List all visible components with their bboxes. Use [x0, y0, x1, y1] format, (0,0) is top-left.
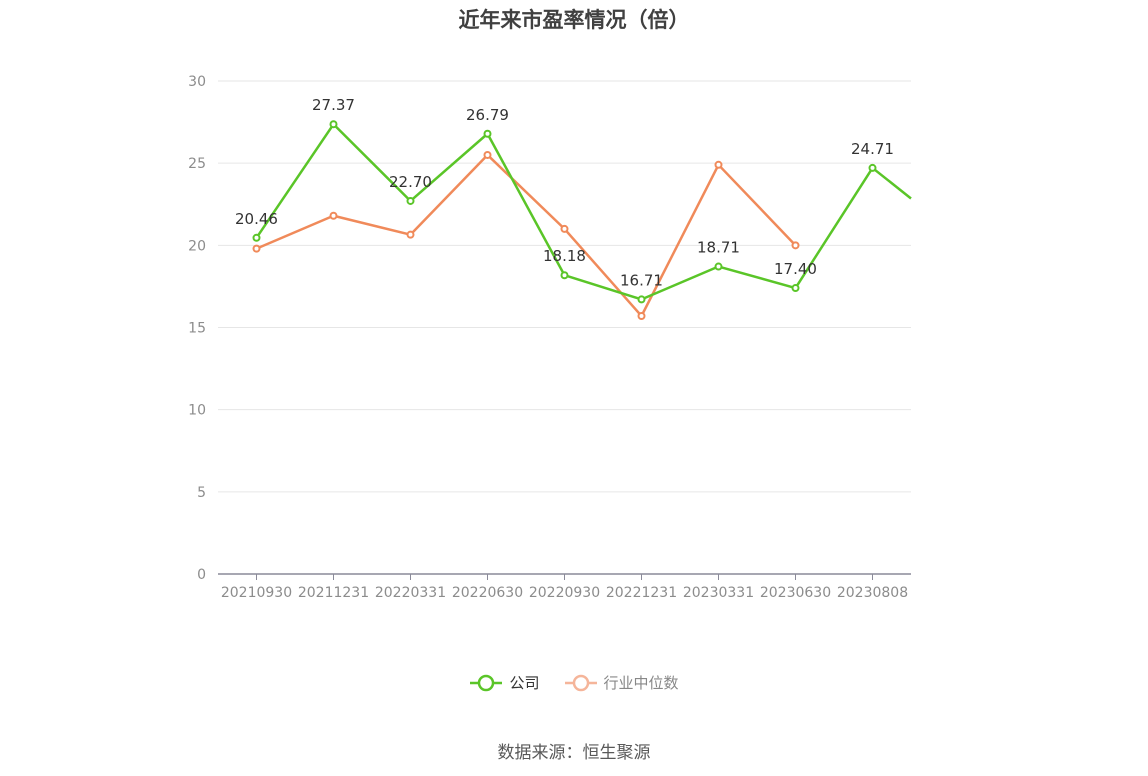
y-tick-label: 20: [188, 238, 206, 254]
company-data-label: 22.70: [389, 173, 432, 191]
data-points: [252, 120, 877, 320]
company-series-line: [255, 122, 912, 301]
industry-data-point[interactable]: [714, 160, 723, 169]
company-data-label: 26.79: [466, 106, 509, 124]
y-tick-label: 30: [188, 74, 206, 90]
data-labels: 20.46 27.37 22.70 26.79 18.18 16.71 18.71 17.40…: [235, 96, 894, 289]
company-data-point[interactable]: [483, 129, 492, 138]
company-data-point[interactable]: [868, 163, 877, 172]
grid-lines: [218, 80, 911, 493]
industry-data-point[interactable]: [329, 211, 338, 220]
industry-data-point[interactable]: [791, 241, 800, 250]
x-tick-label: 20230331: [683, 585, 754, 601]
industry-data-point[interactable]: [483, 150, 492, 159]
y-tick-label: 15: [188, 321, 206, 337]
axes: 0 5 10 15 20 25 30 20210930 20211231 20220331 2022…: [188, 74, 911, 601]
chart-title: 近年来市盈率情况（倍）: [458, 8, 690, 32]
company-data-point[interactable]: [406, 196, 415, 205]
x-tick-label: 20220930: [529, 585, 600, 601]
company-data-label: 18.18: [543, 247, 586, 265]
x-tick-label: 20210930: [221, 585, 292, 601]
legend-company-swatch: [470, 674, 503, 691]
company-data-label: 27.37: [312, 96, 355, 114]
legend-company-label: 公司: [509, 674, 540, 692]
industry-data-point[interactable]: [252, 244, 261, 253]
company-data-label: 18.71: [697, 239, 740, 257]
company-data-label: 20.46: [235, 210, 278, 228]
legend-industry-label: 行业中位数: [603, 674, 679, 692]
company-data-point[interactable]: [714, 262, 723, 271]
y-tick-label: 25: [188, 156, 206, 172]
source-note: 数据来源：恒生聚源: [497, 743, 651, 763]
company-data-label: 16.71: [620, 271, 663, 289]
x-tick-label: 20221231: [606, 585, 677, 601]
company-data-point[interactable]: [791, 284, 800, 293]
legend-industry-swatch: [564, 674, 597, 691]
y-tick-label: 5: [197, 485, 206, 501]
legend-item-industry[interactable]: 行业中位数: [564, 672, 679, 693]
industry-series-line: [256, 153, 797, 318]
x-tick-label: 20220630: [452, 585, 523, 601]
y-tick-label: 10: [188, 403, 206, 419]
series-lines: [255, 122, 912, 318]
company-data-point[interactable]: [252, 233, 261, 242]
industry-data-point[interactable]: [560, 224, 569, 233]
industry-data-point[interactable]: [637, 311, 646, 320]
x-tick-label: 20230808: [837, 585, 908, 601]
x-tick-label: 20211231: [298, 585, 369, 601]
y-tick-label: 0: [197, 567, 206, 583]
company-data-point[interactable]: [637, 295, 646, 304]
x-tick-label: 20220331: [375, 585, 446, 601]
industry-data-point[interactable]: [406, 230, 415, 239]
x-tick-label: 20230630: [760, 585, 831, 601]
company-data-label: 24.71: [851, 140, 894, 158]
legend: 公司 行业中位数: [0, 672, 1148, 693]
company-data-point[interactable]: [329, 120, 338, 129]
company-data-point[interactable]: [560, 271, 569, 280]
company-data-label: 17.40: [774, 260, 817, 278]
legend-item-company[interactable]: 公司: [469, 672, 540, 693]
